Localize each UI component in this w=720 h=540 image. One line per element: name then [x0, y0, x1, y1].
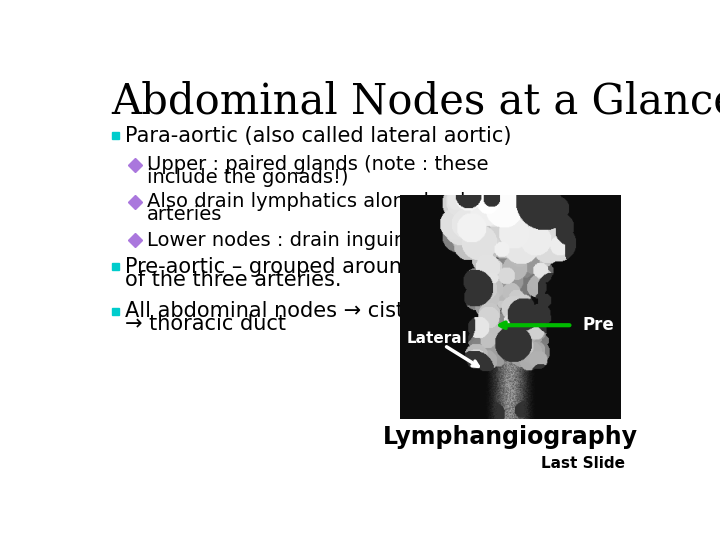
Text: Lymphangiography: Lymphangiography: [383, 425, 638, 449]
Text: arteries: arteries: [148, 205, 222, 225]
Text: → thoracic duct: → thoracic duct: [125, 314, 286, 334]
Bar: [112, 308, 119, 315]
Text: Pre-aortic – grouped around the origins: Pre-aortic – grouped around the origins: [125, 256, 533, 276]
Bar: [112, 263, 119, 270]
Text: Para-aortic (also called lateral aortic): Para-aortic (also called lateral aortic): [125, 126, 511, 146]
Bar: [112, 132, 119, 139]
Text: Upper : paired glands (note : these: Upper : paired glands (note : these: [148, 156, 489, 174]
Text: All abdominal nodes → cisterna chyli: All abdominal nodes → cisterna chyli: [125, 301, 506, 321]
Text: Pre: Pre: [583, 316, 615, 334]
Text: include the gonads!): include the gonads!): [148, 168, 349, 187]
Text: Abdominal Nodes at a Glance: Abdominal Nodes at a Glance: [112, 80, 720, 122]
Text: Lower nodes : drain inguinal nodes: Lower nodes : drain inguinal nodes: [148, 231, 489, 250]
Text: Lateral: Lateral: [406, 331, 467, 346]
Text: Last Slide: Last Slide: [541, 456, 625, 471]
Text: Also drain lymphatics along lumbar: Also drain lymphatics along lumbar: [148, 192, 493, 211]
Text: of the three arteries.: of the three arteries.: [125, 269, 341, 289]
